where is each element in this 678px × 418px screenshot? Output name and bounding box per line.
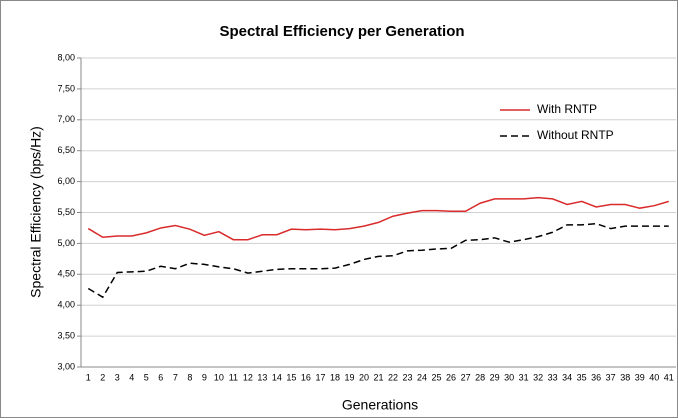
x-tick-label: 18 [330,372,340,382]
x-tick-label: 35 [577,372,587,382]
x-tick-label: 25 [432,372,442,382]
x-tick-label: 22 [388,372,398,382]
x-tick-label: 39 [635,372,645,382]
x-tick-label: 11 [229,372,238,382]
x-tick-label: 3 [115,372,120,382]
legend-label: Without RNTP [537,128,614,142]
x-tick-label: 38 [620,372,630,382]
x-tick-label: 17 [315,372,325,382]
x-tick-label: 31 [519,372,529,382]
y-tick-label: 3,00 [57,361,75,371]
y-tick-label: 7,00 [57,114,75,124]
x-tick-label: 24 [417,372,427,382]
y-tick-label: 5,50 [57,207,75,217]
y-tick-label: 4,50 [57,269,75,279]
x-tick-label: 27 [461,372,471,382]
y-axis-title: Spectral Efficiency (bps/Hz) [28,126,44,298]
x-tick-label: 12 [243,372,253,382]
x-tick-label: 30 [504,372,514,382]
x-tick-label: 41 [664,372,674,382]
x-tick-label: 14 [272,372,282,382]
x-tick-label: 26 [446,372,456,382]
x-tick-label: 28 [475,372,485,382]
x-tick-label: 36 [591,372,601,382]
x-tick-label: 37 [606,372,616,382]
x-tick-label: 21 [373,372,383,382]
legend-label: With RNTP [537,102,597,116]
series-line [87,222,669,299]
x-tick-label: 32 [533,372,543,382]
chart-title: Spectral Efficiency per Generation [219,23,464,40]
y-tick-label: 7,50 [57,83,75,93]
x-tick-label: 15 [286,372,296,382]
x-tick-label: 23 [403,372,413,382]
y-tick-label: 8,00 [57,52,75,62]
series-line [87,196,669,241]
x-tick-label: 20 [359,372,369,382]
x-tick-label: 13 [257,372,267,382]
y-tick-label: 5,00 [57,238,75,248]
x-tick-label: 29 [490,372,500,382]
y-tick-label: 6,00 [57,176,75,186]
y-tick-label: 3,50 [57,330,75,340]
x-tick-label: 6 [158,372,163,382]
x-tick-label: 4 [129,372,134,382]
x-tick-label: 40 [649,372,659,382]
x-tick-label: 2 [100,372,105,382]
x-tick-label: 1 [86,372,91,382]
x-tick-label: 9 [202,372,207,382]
y-tick-label: 4,00 [57,300,75,310]
x-axis-title: Generations [342,397,418,413]
x-tick-label: 5 [144,372,149,382]
x-tick-label: 33 [548,372,558,382]
x-tick-label: 10 [214,372,224,382]
y-tick-label: 6,50 [57,145,75,155]
x-tick-label: 16 [301,372,311,382]
x-tick-label: 34 [562,372,572,382]
x-tick-label: 7 [173,372,178,382]
x-tick-label: 8 [187,372,192,382]
x-tick-label: 19 [344,372,354,382]
